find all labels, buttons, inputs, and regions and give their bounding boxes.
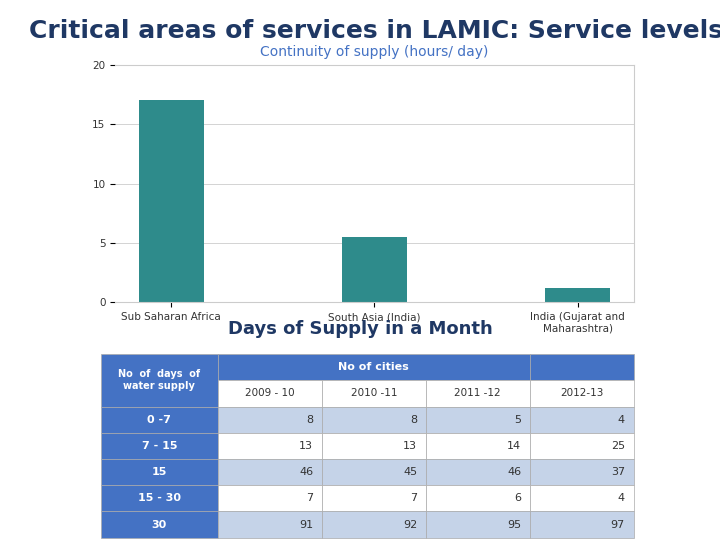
Bar <box>322 433 426 459</box>
Text: No  of  days  of
water supply: No of days of water supply <box>118 369 200 391</box>
Text: 4: 4 <box>618 494 625 503</box>
Bar <box>426 407 530 433</box>
Bar <box>342 237 407 302</box>
Bar <box>426 485 530 511</box>
Text: 95: 95 <box>507 519 521 530</box>
Text: Days of Supply in a Month: Days of Supply in a Month <box>228 320 492 338</box>
Bar <box>322 407 426 433</box>
Text: 2009 - 10: 2009 - 10 <box>245 388 294 399</box>
Text: 4: 4 <box>618 415 625 424</box>
Bar <box>426 459 530 485</box>
Bar <box>218 380 322 407</box>
Text: 2010 -11: 2010 -11 <box>351 388 397 399</box>
Text: 8: 8 <box>306 415 313 424</box>
Text: 2011 -12: 2011 -12 <box>454 388 501 399</box>
Text: No of cities: No of cities <box>338 362 409 372</box>
Text: 5: 5 <box>514 415 521 424</box>
Bar <box>322 459 426 485</box>
Bar <box>101 485 218 511</box>
Text: 7: 7 <box>410 494 417 503</box>
Text: Critical areas of services in LAMIC: Service levels: Critical areas of services in LAMIC: Ser… <box>29 19 720 43</box>
Bar <box>218 459 322 485</box>
Bar <box>101 511 218 538</box>
Bar <box>218 485 322 511</box>
Bar <box>139 100 204 302</box>
Bar <box>101 459 218 485</box>
Bar <box>322 380 426 407</box>
Text: 25: 25 <box>611 441 625 451</box>
Bar <box>218 354 530 380</box>
Text: 30: 30 <box>152 519 167 530</box>
Bar <box>101 433 218 459</box>
Bar <box>530 485 634 511</box>
Text: 7 - 15: 7 - 15 <box>142 441 177 451</box>
Bar <box>426 511 530 538</box>
Text: 91: 91 <box>299 519 313 530</box>
Bar <box>530 380 634 407</box>
Text: 13: 13 <box>300 441 313 451</box>
Text: 0 -7: 0 -7 <box>148 415 171 424</box>
Text: 13: 13 <box>403 441 417 451</box>
Bar <box>545 288 610 302</box>
Text: 46: 46 <box>299 467 313 477</box>
Bar <box>322 485 426 511</box>
Text: 8: 8 <box>410 415 417 424</box>
Text: 97: 97 <box>611 519 625 530</box>
Bar <box>218 433 322 459</box>
Bar <box>101 407 218 433</box>
Title: Continuity of supply (hours/ day): Continuity of supply (hours/ day) <box>260 45 489 59</box>
Bar <box>530 354 634 380</box>
Text: 7: 7 <box>306 494 313 503</box>
Text: 6: 6 <box>514 494 521 503</box>
Text: 15: 15 <box>152 467 167 477</box>
Text: 92: 92 <box>403 519 417 530</box>
Bar <box>322 511 426 538</box>
Bar <box>218 407 322 433</box>
Bar <box>530 511 634 538</box>
Bar <box>101 354 218 407</box>
Text: 45: 45 <box>403 467 417 477</box>
Bar <box>426 433 530 459</box>
Text: 2012-13: 2012-13 <box>560 388 603 399</box>
Bar <box>530 459 634 485</box>
Text: 14: 14 <box>507 441 521 451</box>
Text: 15 - 30: 15 - 30 <box>138 494 181 503</box>
Bar <box>530 407 634 433</box>
Text: 37: 37 <box>611 467 625 477</box>
Bar <box>218 511 322 538</box>
Bar <box>530 433 634 459</box>
Text: 46: 46 <box>507 467 521 477</box>
Bar <box>426 380 530 407</box>
